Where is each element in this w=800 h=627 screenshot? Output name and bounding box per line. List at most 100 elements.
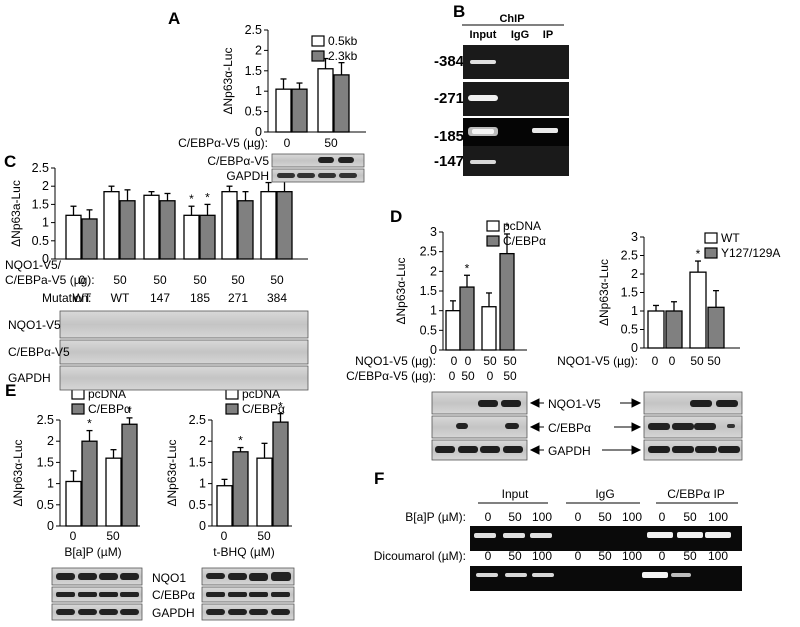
panel-e-right-y-tick-label: 1 xyxy=(199,477,206,491)
panel-a-band xyxy=(318,157,334,163)
arrow-head xyxy=(529,398,540,408)
panel-f-conc: 50 xyxy=(508,510,522,524)
panel-d-left-legend-swatch xyxy=(486,220,500,232)
blot-band xyxy=(120,592,139,597)
panel-a-blot-label: C/EBPα-V5 xyxy=(207,154,269,168)
panel-e-right-bar xyxy=(232,451,249,527)
panel-c-bar xyxy=(159,200,176,260)
panel-c-row-value: 0 xyxy=(79,273,86,287)
blot-band xyxy=(99,609,118,615)
blot-band xyxy=(480,446,500,453)
panel-f-conc: 0 xyxy=(659,510,666,524)
blot-band xyxy=(456,423,468,429)
gel-band xyxy=(505,573,527,577)
panel-c-blot-gapdh xyxy=(59,365,309,391)
blot-band xyxy=(56,573,75,580)
panel-a-legend-swatch xyxy=(311,35,325,47)
panel-c-row1-label: NQO1-V5/ xyxy=(5,258,62,272)
panel-d-left-y-tick-label: 2 xyxy=(430,264,437,278)
panel-c-bar xyxy=(119,200,136,260)
panel-d-left-y-tick-label: 0.5 xyxy=(420,323,437,337)
panel-d-right-y-tick-label: 0 xyxy=(631,341,638,355)
panel-e-right-legend-label: C/EBPα xyxy=(242,402,285,416)
panel-e-right-bar xyxy=(272,421,289,527)
panel-c-mutation: WT xyxy=(73,291,92,305)
panel-d-right-y-label: ΔNp63α-Luc xyxy=(597,259,611,326)
blot-band xyxy=(56,609,75,615)
arrow-head xyxy=(631,445,642,455)
panel-d-blots: NQO1-V5 C/EBPα GAPDH xyxy=(431,391,743,461)
panel-e-right-bar xyxy=(256,457,273,527)
panel-d-nqo1-label: NQO1-V5 (µg): xyxy=(355,354,436,368)
panel-a-y-tick-label: 1.5 xyxy=(245,64,262,78)
panel-e-left-legend-swatch xyxy=(71,403,85,415)
panel-letter-e: E xyxy=(5,381,16,400)
panel-d-left-y-tick-label: 2.5 xyxy=(420,245,437,259)
panel-e-right-x-0: 0 xyxy=(221,529,228,543)
panel-letter-a: A xyxy=(168,9,180,28)
panel-f-conc: 0 xyxy=(575,510,582,524)
panel-c-y-tick-label: 0 xyxy=(42,252,49,266)
panel-f-conc: 100 xyxy=(708,510,728,524)
panel-c-bar xyxy=(65,214,82,260)
chip-lane-input: Input xyxy=(470,29,497,41)
gel-band xyxy=(530,533,552,538)
panel-c-mutation: 271 xyxy=(228,291,248,305)
chip-band xyxy=(470,60,496,64)
arrow-label-bg xyxy=(544,396,620,410)
panel-d-right-legend-swatch xyxy=(704,247,718,259)
panel-a-x-1: 50 xyxy=(324,136,338,150)
gel-band xyxy=(647,532,673,538)
panel-a-y-tick-label: 2 xyxy=(255,43,262,57)
panel-f-conc: 50 xyxy=(683,549,697,563)
panel-e-blot-cebp-right xyxy=(201,586,295,603)
panel-a-band xyxy=(318,173,336,178)
arrow-head xyxy=(529,422,540,432)
panel-d-nqo1-1: 0 xyxy=(465,354,472,368)
arrow-head xyxy=(631,398,642,408)
blot-band xyxy=(648,423,670,430)
panel-d-left-legend-label: pcDNA xyxy=(503,219,541,233)
panel-a-band xyxy=(339,173,357,178)
panel-c-row2-label: C/EBPa-V5 (µg): xyxy=(5,273,95,287)
blot-band xyxy=(228,609,247,615)
panel-c-blot-label: GAPDH xyxy=(8,371,51,385)
panel-e-right-x-1: 50 xyxy=(257,529,271,543)
chip-region-185: -185 xyxy=(434,128,464,145)
panel-a-x-0: 0 xyxy=(284,136,291,150)
panel-c-significance-star: * xyxy=(189,192,194,206)
panel-d-nqo1-2: 50 xyxy=(483,354,497,368)
panel-a-blots: C/EBPα-V5 GAPDH xyxy=(207,153,365,183)
panel-c-y-tick-label: 1 xyxy=(42,216,49,230)
arrow-head xyxy=(631,422,642,432)
panel-e-right-significance-star: * xyxy=(238,434,243,448)
panel-e-right-significance-star: * xyxy=(278,400,283,414)
blot-band xyxy=(271,609,290,615)
panel-f-row1-label: B[a]P (µM): xyxy=(405,510,466,524)
panel-c-mutation-label: Mutation: xyxy=(42,291,91,305)
panel-f-gel-bap xyxy=(470,526,742,551)
panel-d-right-bar xyxy=(689,271,707,349)
panel-f-group-ip: C/EBPα IP xyxy=(667,487,725,501)
blot-band xyxy=(505,423,519,429)
blot-band xyxy=(718,446,740,453)
panel-d-right-nqo1-0: 0 xyxy=(652,354,659,368)
panel-e-right-y-tick-label: 0.5 xyxy=(189,498,206,512)
panel-f-conc: 0 xyxy=(575,549,582,563)
panel-e-right-y-tick-label: 2 xyxy=(199,434,206,448)
panel-c-row-value: 50 xyxy=(270,273,284,287)
arrow-label-nqo1: NQO1-V5 xyxy=(548,397,601,411)
panel-c-bar xyxy=(199,214,216,260)
gel-band xyxy=(677,532,703,538)
blot-band xyxy=(249,609,268,615)
panel-d-left-legend-swatch xyxy=(486,235,500,247)
panel-a-y-tick-label: 1 xyxy=(255,84,262,98)
panel-f-conc: 100 xyxy=(622,549,642,563)
panel-e-left-x-0: 0 xyxy=(70,529,77,543)
blot-band xyxy=(716,400,738,407)
panel-a-legend-label: 2.3kb xyxy=(328,49,358,63)
panel-e-right-y-tick-label: 1.5 xyxy=(189,455,206,469)
panel-f-gel-dicoumarol xyxy=(470,566,742,591)
